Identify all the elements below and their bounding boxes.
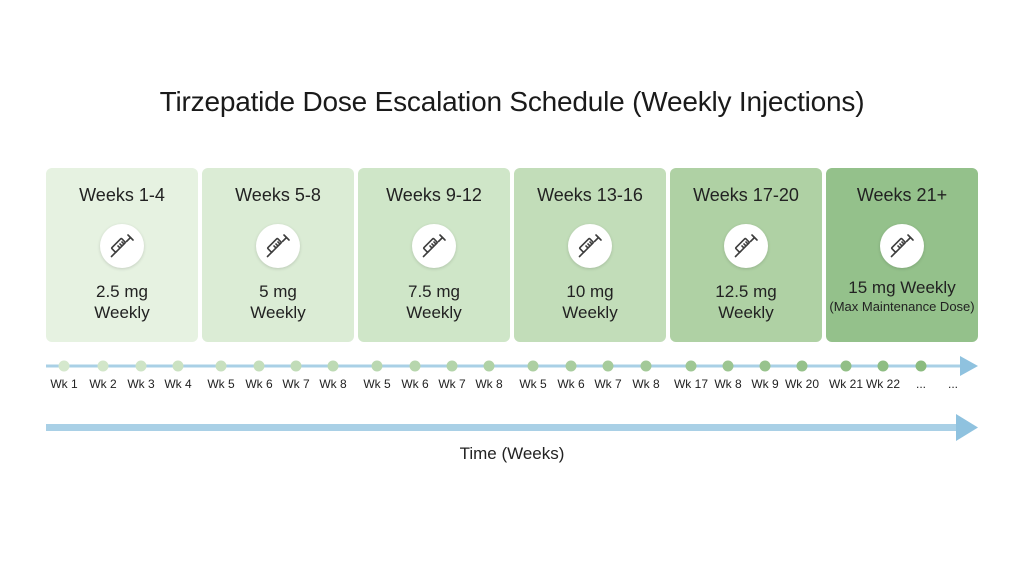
week-label: Wk 21 — [828, 377, 863, 391]
week-label: Wk 6 — [245, 377, 273, 391]
stage-dose: 5 mg Weekly — [250, 282, 306, 322]
stage-card-4: Weeks 13-16 10 mg Weekly — [514, 168, 666, 342]
stage-note: (Max Maintenance Dose) — [829, 299, 975, 314]
week-label: Wk 3 — [127, 377, 155, 391]
week-label: ... — [947, 377, 958, 391]
stage-dose: 15 mg Weekly (Max Maintenance Dose) — [826, 277, 978, 315]
week-dot — [253, 360, 265, 372]
week-dot — [840, 360, 852, 372]
stage-card-3: Weeks 9-12 7.5 mg Weekly — [358, 168, 510, 342]
week-dots — [58, 360, 927, 372]
week-label: Wk 22 — [865, 377, 900, 391]
week-label: Wk 4 — [164, 377, 192, 391]
stage-period: Weeks 13-16 — [537, 185, 643, 205]
week-label: Wk 6 — [401, 377, 429, 391]
stage-dose: 10 mg Weekly — [562, 282, 618, 322]
week-dot — [327, 360, 339, 372]
stage-dose: 2.5 mg Weekly — [94, 282, 150, 322]
week-dot — [527, 360, 539, 372]
syringe-icon — [100, 224, 144, 268]
time-arrow-head — [956, 414, 978, 441]
week-label: Wk 7 — [594, 377, 622, 391]
time-arrow-shaft — [46, 424, 964, 431]
week-label: Wk 2 — [89, 377, 117, 391]
week-label: Wk 8 — [714, 377, 742, 391]
syringe-icon — [724, 224, 768, 268]
week-dot — [640, 360, 652, 372]
stage-period: Weeks 5-8 — [235, 185, 321, 205]
week-dot — [409, 360, 421, 372]
week-label: Wk 1 — [50, 377, 78, 391]
week-label: Wk 5 — [519, 377, 547, 391]
week-dot — [446, 360, 458, 372]
axis-label: Time (Weeks) — [459, 444, 565, 463]
week-dot — [722, 360, 734, 372]
stage-dose: 12.5 mg Weekly — [715, 282, 777, 322]
syringe-icon — [256, 224, 300, 268]
week-label: Wk 7 — [438, 377, 466, 391]
stage-period: Weeks 1-4 — [79, 185, 165, 205]
syringe-icon — [880, 224, 924, 268]
week-dot — [97, 360, 109, 372]
week-dot — [915, 360, 927, 372]
week-label: Wk 8 — [632, 377, 660, 391]
week-dot — [371, 360, 383, 372]
week-label: Wk 9 — [751, 377, 779, 391]
page-title: Tirzepatide Dose Escalation Schedule (We… — [159, 86, 865, 117]
week-dot — [796, 360, 808, 372]
week-label: Wk 20 — [784, 377, 819, 391]
week-label: Wk 8 — [319, 377, 347, 391]
week-dot — [565, 360, 577, 372]
week-dot — [58, 360, 70, 372]
week-label: Wk 5 — [207, 377, 235, 391]
week-label: Wk 8 — [475, 377, 503, 391]
week-dot — [602, 360, 614, 372]
timeline-arrow-head — [960, 356, 978, 376]
stage-period: Weeks 17-20 — [693, 185, 799, 205]
week-label: Wk 17 — [673, 377, 708, 391]
week-dot — [135, 360, 147, 372]
week-label: Wk 7 — [282, 377, 310, 391]
week-dot — [877, 360, 889, 372]
syringe-icon — [412, 224, 456, 268]
week-dot — [759, 360, 771, 372]
stage-cards: Weeks 1-4 2.5 mg Weekly Weeks 5-8 5 mg Wee… — [46, 168, 978, 342]
stage-period: Weeks 9-12 — [386, 185, 482, 205]
week-label: Wk 5 — [363, 377, 391, 391]
syringe-icon — [568, 224, 612, 268]
week-dot — [215, 360, 227, 372]
stage-card-5: Weeks 17-20 12.5 mg Weekly — [670, 168, 822, 342]
week-dot — [685, 360, 697, 372]
week-label: Wk 6 — [557, 377, 585, 391]
week-dot — [290, 360, 302, 372]
stage-card-6: Weeks 21+ 15 mg Weekly (Max Maintenance D… — [826, 168, 978, 342]
stage-card-1: Weeks 1-4 2.5 mg Weekly — [46, 168, 198, 342]
week-label: ... — [915, 377, 926, 391]
week-dot — [483, 360, 495, 372]
stage-dose: 7.5 mg Weekly — [406, 282, 462, 322]
stage-card-2: Weeks 5-8 5 mg Weekly — [202, 168, 354, 342]
week-dot — [172, 360, 184, 372]
stage-period: Weeks 21+ — [856, 185, 948, 205]
